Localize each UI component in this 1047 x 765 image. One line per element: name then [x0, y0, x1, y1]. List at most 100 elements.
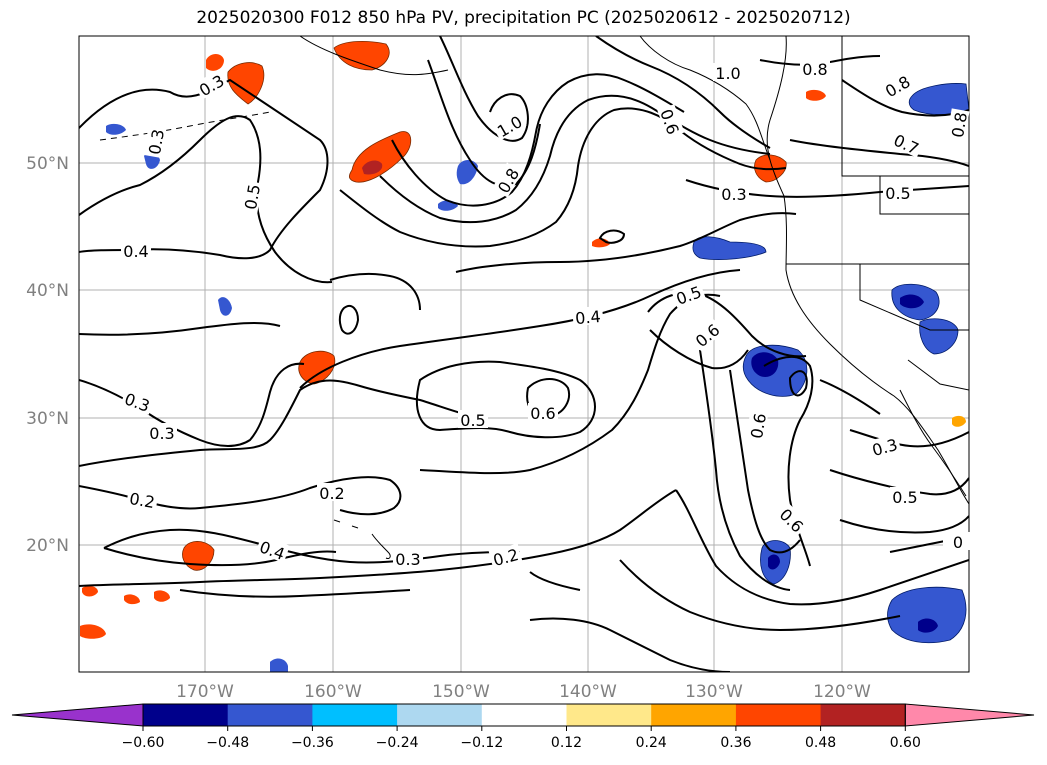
precip-positive-blob — [952, 415, 966, 427]
precip-strong-negative-blob — [918, 618, 938, 633]
pv-contour-closed — [788, 370, 808, 397]
aleutian-coastline — [299, 36, 449, 76]
colorbar-segment — [397, 704, 483, 726]
colorbar-segment — [735, 704, 822, 726]
pv-contour — [391, 73, 685, 207]
contour-label-bg — [946, 108, 970, 141]
aleutian-islands — [99, 111, 271, 141]
precip-negative-blob — [887, 586, 967, 644]
precip-strong-negative-blob — [768, 554, 780, 570]
pv-contour — [529, 617, 731, 672]
contour-label-bg — [126, 487, 159, 511]
contour-label-bg — [800, 59, 830, 77]
contour-label: 0.4 — [123, 242, 148, 261]
precip-negative-blob — [106, 123, 126, 135]
lon-label-150w: 150°W — [432, 682, 490, 702]
contour-label-bg — [879, 69, 915, 101]
colorbar-extend-max — [904, 703, 1035, 727]
contour-label: 0.3 — [145, 128, 168, 156]
canada-us-border — [841, 36, 969, 177]
pv-contour — [455, 212, 797, 273]
contour-label-bg — [255, 535, 290, 563]
pv-contour — [329, 272, 421, 311]
contour-label-bg — [393, 549, 423, 567]
longitude-labels: 170°W 160°W 150°W 140°W 130°W 120°W — [176, 682, 871, 702]
contour-label-bg — [943, 532, 973, 550]
pv-contour — [339, 107, 787, 248]
colorbar-tick-label: 0.48 — [805, 735, 836, 751]
pv-contour — [649, 329, 749, 370]
pv-contour — [79, 78, 329, 260]
precip-positive-blob — [154, 590, 170, 602]
map-title: 2025020300 F012 850 hPa PV, precipitatio… — [196, 8, 851, 28]
pv-contour — [529, 571, 581, 591]
map-frame — [78, 35, 970, 673]
contour-label-bg — [867, 433, 902, 459]
contour-label: 0.5 — [892, 488, 917, 507]
colorbar-tick-labels: −0.60 −0.48 −0.36 −0.24 −0.12 0.12 0.24 0.36 0.4… — [122, 726, 921, 751]
lon-label-130w: 130°W — [685, 682, 743, 702]
pv-contour — [699, 349, 791, 591]
precip-negative-blob — [692, 236, 767, 260]
lat-label-20n: 20°N — [26, 536, 69, 556]
lon-label-140w: 140°W — [559, 682, 617, 702]
contour-label-bg — [143, 125, 167, 158]
contour-label: 0 — [953, 533, 963, 552]
lon-label-120w: 120°W — [813, 682, 871, 702]
contour-label: 0.6 — [530, 404, 555, 423]
pv-contour — [79, 115, 333, 284]
contour-label-bg — [458, 410, 488, 428]
pv-contour — [789, 139, 969, 167]
precip-positive-blob — [806, 89, 826, 101]
hawaii-islands — [333, 519, 391, 559]
north-america-coastline — [766, 36, 969, 505]
pv-contour — [427, 59, 541, 187]
contour-label: 0.4 — [574, 307, 601, 328]
mexico-us-border — [907, 359, 969, 391]
pv-contour — [79, 321, 281, 336]
contour-label: 0.3 — [395, 550, 420, 569]
pv-contour — [103, 547, 337, 567]
precip-positive-blob — [80, 624, 106, 639]
precip-strong-positive-blob — [362, 160, 383, 175]
contour-label-bg — [491, 109, 527, 141]
contour-label-bg — [689, 317, 724, 352]
gridlines — [79, 36, 969, 672]
contour-label: 0.3 — [721, 185, 746, 204]
contour-label-bg — [745, 409, 769, 442]
colorbar-tick-label: −0.36 — [291, 735, 334, 751]
contour-label-bg — [657, 104, 685, 139]
pv-contour — [79, 379, 481, 467]
colorbar-tick-label: 0.12 — [551, 735, 582, 751]
contour-label-bg — [121, 241, 151, 259]
colorbar-segment — [481, 704, 567, 726]
pv-contour-closed — [338, 304, 360, 335]
colorbar-tick-label: −0.24 — [376, 735, 419, 751]
colorbar-tick-label: −0.60 — [122, 735, 165, 751]
pv-contour — [379, 94, 771, 224]
lon-label-160w: 160°W — [304, 682, 362, 702]
contour-label: 0.8 — [948, 111, 971, 139]
colorbar-segment — [143, 704, 229, 726]
contour-label-bg — [528, 403, 558, 421]
contour-label-bg — [889, 128, 925, 158]
pv-contour — [849, 429, 969, 448]
pv-contour — [439, 36, 529, 142]
pv-contour — [819, 379, 881, 415]
colorbar-segment — [566, 704, 652, 726]
contour-label: 0.5 — [460, 411, 485, 430]
pv-contour — [103, 528, 521, 564]
colorbar-tick-label: 0.24 — [636, 735, 667, 751]
alaska-coastline — [639, 36, 771, 161]
coastlines — [99, 36, 969, 559]
colorbar-segment — [820, 704, 906, 726]
contour-label-bg — [775, 502, 810, 537]
pv-contour — [675, 489, 969, 606]
contour-label-bg — [120, 387, 155, 415]
contour-label: 0.3 — [149, 424, 174, 443]
colorbar-segment — [651, 704, 737, 726]
colorbar-tick-label: −0.48 — [206, 735, 249, 751]
map-area — [79, 36, 969, 672]
colorbar-segment — [227, 704, 313, 726]
